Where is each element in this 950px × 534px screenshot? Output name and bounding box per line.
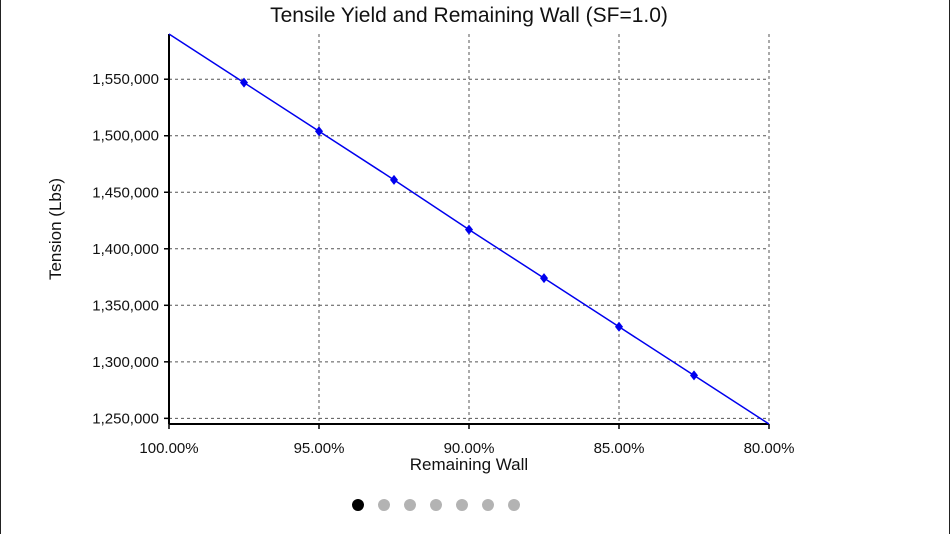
page-dot[interactable] xyxy=(378,499,390,511)
page-indicator xyxy=(1,497,950,513)
page-dot[interactable] xyxy=(404,499,416,511)
data-point-marker xyxy=(540,273,548,284)
y-tick-label: 1,400,000 xyxy=(92,241,159,258)
y-tick-label: 1,450,000 xyxy=(92,184,159,201)
x-tick-label: 80.00% xyxy=(744,440,795,457)
data-point-marker xyxy=(465,224,473,235)
y-axis-title: Tension (Lbs) xyxy=(46,178,65,280)
x-tick-label: 85.00% xyxy=(594,440,645,457)
chart-title: Tensile Yield and Remaining Wall (SF=1.0… xyxy=(270,4,668,27)
page-dot-active[interactable] xyxy=(352,499,364,511)
grid-layer xyxy=(169,34,770,424)
y-tick-label: 1,550,000 xyxy=(92,71,159,88)
x-tick-label: 90.00% xyxy=(444,440,495,457)
series-layer xyxy=(168,33,770,425)
ticks-layer: 100.00% 95.00% 90.00% 85.00% 80.00% 1,250,000… xyxy=(92,71,794,457)
y-tick-label: 1,500,000 xyxy=(92,128,159,145)
page-dots xyxy=(352,499,520,511)
page-dot[interactable] xyxy=(508,499,520,511)
x-tick-label: 95.00% xyxy=(294,440,345,457)
y-tick-label: 1,250,000 xyxy=(92,410,159,427)
data-point-marker xyxy=(315,126,323,137)
data-point-marker xyxy=(390,174,398,185)
data-point-marker xyxy=(690,370,698,381)
data-point-marker xyxy=(615,321,623,332)
y-tick-label: 1,350,000 xyxy=(92,297,159,314)
x-axis-title: Remaining Wall xyxy=(410,455,528,474)
x-tick-label: 100.00% xyxy=(139,440,198,457)
page-dot[interactable] xyxy=(456,499,468,511)
page-dot[interactable] xyxy=(482,499,494,511)
y-tick-label: 1,300,000 xyxy=(92,354,159,371)
page-dot[interactable] xyxy=(430,499,442,511)
data-point-marker xyxy=(240,77,248,88)
